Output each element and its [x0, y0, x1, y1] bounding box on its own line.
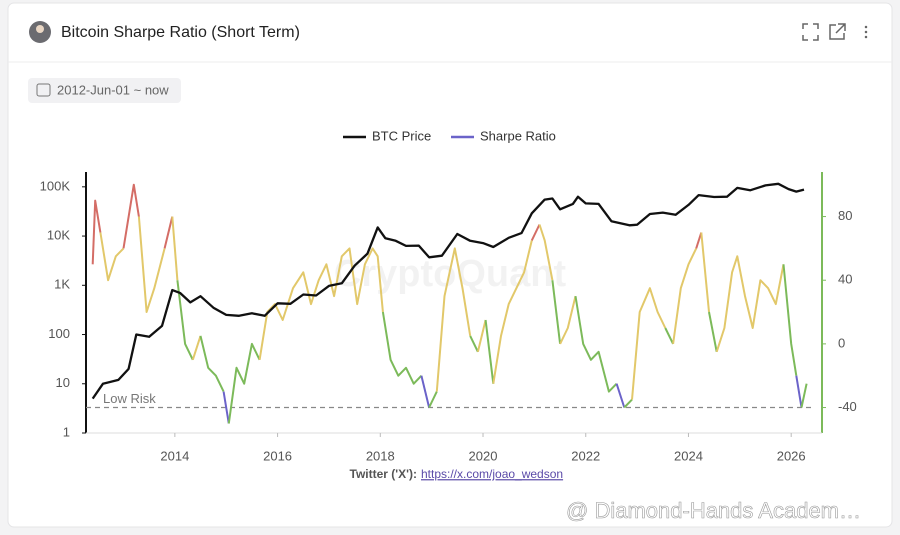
series-line — [122, 183, 140, 249]
footer-label: Twitter ('X'): — [350, 467, 417, 481]
series-line — [381, 311, 423, 385]
series-line — [435, 247, 472, 392]
series-line — [530, 224, 541, 241]
series-line — [476, 319, 487, 353]
series-line — [795, 375, 803, 408]
footer-link[interactable]: https://x.com/joao_wedson — [421, 467, 563, 481]
open-icon[interactable] — [829, 23, 846, 40]
series-line — [222, 391, 230, 424]
avatar-face — [36, 25, 44, 33]
series-line — [420, 375, 431, 408]
card — [7, 2, 893, 528]
plot: 1 10 100 1K 10K 100K -40 0 40 80 2014 2016 2018 2020 2… — [40, 172, 857, 463]
x-tick-label: 2018 — [366, 448, 395, 463]
y-tick-label: 1K — [54, 277, 70, 292]
y-tick-label: 100K — [40, 178, 71, 193]
date-range[interactable]: 2012-Jun-01 ~ now — [57, 82, 169, 97]
series-line — [492, 240, 533, 384]
series-line — [191, 335, 202, 361]
fullscreen-icon[interactable] — [802, 23, 819, 41]
series-line — [199, 335, 225, 393]
y2-tick-label: 0 — [838, 335, 845, 350]
x-tick-label: 2020 — [469, 448, 498, 463]
series-line — [91, 182, 805, 400]
y2-tick-label: 40 — [838, 272, 852, 287]
series-line — [258, 247, 384, 360]
series-line — [615, 383, 626, 408]
header-icons[interactable] — [802, 23, 868, 41]
reference-label: Low Risk — [103, 391, 156, 406]
y-tick-label: 100 — [48, 326, 70, 341]
series-line — [700, 232, 710, 313]
series-line — [484, 319, 495, 384]
series-line — [695, 232, 703, 249]
y2-tick-label: -40 — [838, 399, 857, 414]
y-tick-label: 1 — [63, 424, 70, 439]
series-line — [574, 295, 618, 393]
series-line — [171, 216, 179, 281]
y-tick-label: 10 — [56, 375, 70, 390]
series-line — [99, 232, 125, 282]
card-title: Bitcoin Sharpe Ratio (Short Term) — [61, 24, 300, 41]
calendar-icon — [36, 83, 51, 97]
y-tick-label: 10K — [47, 227, 70, 242]
date-chip[interactable] — [28, 78, 181, 103]
series-line — [137, 216, 166, 313]
x-tick-label: 2022 — [571, 448, 600, 463]
series-line — [469, 335, 479, 353]
x-tick-label: 2016 — [263, 448, 292, 463]
x-tick-label: 2024 — [674, 448, 703, 463]
series-line — [176, 280, 194, 361]
legend-label: BTC Price — [372, 128, 431, 143]
series-line — [800, 383, 808, 408]
series-line — [559, 295, 577, 345]
series-line — [91, 199, 102, 265]
y2-tick-label: 80 — [838, 208, 852, 223]
x-tick-label: 2014 — [160, 448, 189, 463]
series-line — [623, 398, 633, 409]
series-line — [428, 391, 438, 408]
series-line — [715, 255, 785, 353]
x-tick-label: 2026 — [777, 448, 806, 463]
series-line — [782, 264, 798, 376]
series-line — [672, 247, 698, 345]
series-line — [538, 224, 554, 281]
series-line — [631, 287, 667, 400]
series-line — [664, 327, 674, 345]
series-line — [708, 311, 718, 352]
legend-label: Sharpe Ratio — [480, 128, 556, 143]
overlay-watermark: @ Diamond-Hands Academ… — [566, 498, 861, 523]
series-line — [163, 216, 174, 249]
series-line — [227, 342, 261, 424]
series-line — [551, 280, 562, 345]
